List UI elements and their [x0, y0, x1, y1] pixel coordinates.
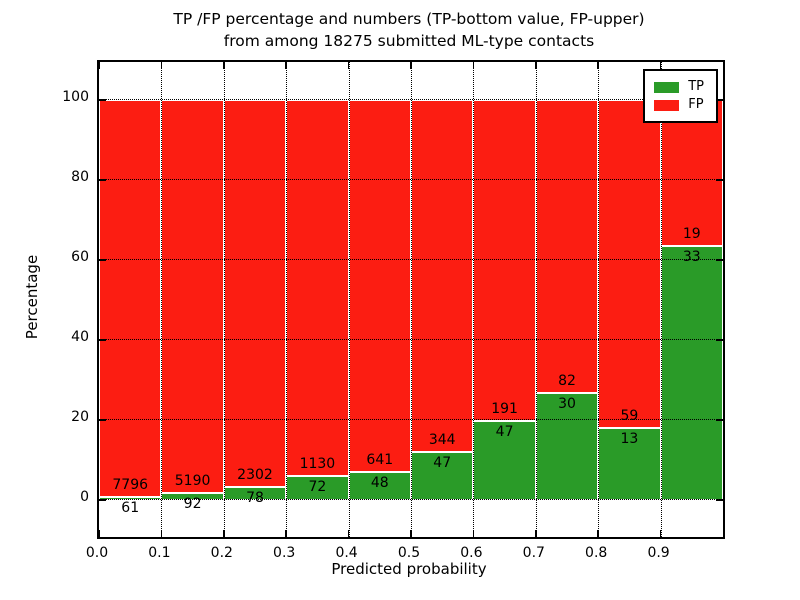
x-tick-label: 0.1: [148, 545, 171, 561]
x-tick-label: 0.7: [522, 545, 545, 561]
bar-segment-fp: [286, 100, 349, 477]
x-tick-mark: [472, 530, 475, 537]
y-tick-mark: [99, 499, 106, 501]
y-tick-mark-right: [716, 339, 723, 341]
x-tick-mark-top: [659, 62, 662, 69]
bar-segment-fp: [348, 100, 411, 473]
y-tick-mark-right: [716, 259, 723, 261]
x-tick-mark-top: [223, 62, 225, 69]
x-gridline: [161, 62, 163, 537]
y-tick-mark: [99, 259, 106, 261]
x-tick-label: 0.0: [85, 545, 109, 561]
x-tick-mark-top: [410, 62, 412, 69]
x-gridline: [286, 62, 288, 537]
legend-label: TP: [688, 79, 704, 94]
plot-area: TP FP 7796 61 5190 92 2302 78 1130 72 641 48 344 47 1…: [97, 60, 725, 539]
legend-item: TP: [654, 80, 704, 94]
x-tick-mark: [535, 530, 537, 537]
x-tick-mark-top: [160, 62, 163, 69]
bar-segment-fp: [223, 100, 287, 487]
x-tick-label: 0.9: [647, 545, 670, 561]
bar-segment-tp: [411, 451, 474, 500]
x-axis-label: Predicted probability: [331, 560, 487, 578]
tp-count-label: 61: [121, 499, 140, 516]
bar-segment-fp: [660, 100, 723, 247]
x-tick-mark: [659, 530, 662, 537]
y-tick-mark-right: [716, 99, 723, 101]
y-axis-label: Percentage: [23, 254, 41, 340]
y-tick-mark-right: [716, 179, 723, 181]
bar-segment-fp: [473, 100, 536, 422]
chart-title-line1: TP /FP percentage and numbers (TP-bottom…: [173, 10, 645, 28]
x-tick-mark-top: [98, 62, 100, 69]
y-tick-label: 100: [62, 89, 89, 105]
y-tick-mark-right: [716, 499, 723, 501]
x-tick-mark: [285, 530, 287, 537]
x-tick-mark-top: [597, 62, 599, 69]
bar-segment-fp: [161, 100, 224, 494]
x-gridline: [598, 62, 600, 537]
y-tick-mark: [99, 419, 106, 421]
x-gridline: [473, 62, 475, 537]
x-tick-mark: [223, 530, 225, 537]
x-tick-mark: [410, 530, 412, 537]
x-tick-label: 0.8: [585, 545, 608, 561]
y-tick-label: 80: [71, 169, 89, 185]
x-tick-mark-top: [285, 62, 287, 69]
bar-segment-tp: [286, 476, 349, 500]
x-tick-label: 0.4: [335, 545, 358, 561]
chart-title-line2: from among 18275 submitted ML-type conta…: [223, 32, 595, 50]
x-gridline: [535, 62, 537, 537]
y-tick-mark: [99, 99, 106, 101]
x-tick-mark: [160, 530, 163, 537]
bar-segment-tp: [598, 427, 661, 500]
y-tick-label: 20: [71, 409, 89, 425]
bar-segment-tp: [473, 421, 536, 500]
x-tick-mark: [347, 530, 350, 537]
legend-swatch-fp: [654, 99, 680, 111]
bar-segment-tp: [348, 472, 411, 500]
chart-title: TP /FP percentage and numbers (TP-bottom…: [97, 8, 721, 52]
x-gridline: [411, 62, 412, 537]
x-gridline: [348, 62, 350, 537]
x-tick-label: 0.6: [460, 545, 483, 561]
x-tick-mark: [98, 530, 100, 537]
legend: TP FP: [643, 69, 718, 123]
y-tick-label: 60: [71, 249, 89, 265]
x-tick-mark-top: [347, 62, 350, 69]
x-gridline: [660, 62, 662, 537]
bar-segment-tp: [535, 392, 599, 500]
y-tick-mark-right: [716, 419, 723, 421]
legend-item: FP: [654, 98, 704, 112]
bar-segment-fp: [411, 100, 474, 452]
x-tick-label: 0.3: [273, 545, 296, 561]
x-tick-mark: [597, 530, 599, 537]
y-tick-mark: [99, 339, 106, 341]
x-tick-mark-top: [472, 62, 475, 69]
x-gridline: [223, 62, 225, 537]
y-tick-label: 40: [71, 329, 89, 345]
bar-segment-fp: [99, 100, 162, 497]
legend-swatch-tp: [654, 81, 680, 93]
x-tick-label: 0.5: [397, 545, 421, 561]
x-tick-mark-top: [535, 62, 537, 69]
legend-label: FP: [688, 97, 704, 112]
bar-segment-fp: [598, 100, 661, 428]
y-tick-label: 0: [80, 489, 89, 505]
bar-segment-tp: [660, 246, 723, 500]
x-tick-label: 0.2: [210, 545, 233, 561]
y-tick-mark: [99, 179, 106, 181]
bar-segment-fp: [535, 100, 599, 393]
